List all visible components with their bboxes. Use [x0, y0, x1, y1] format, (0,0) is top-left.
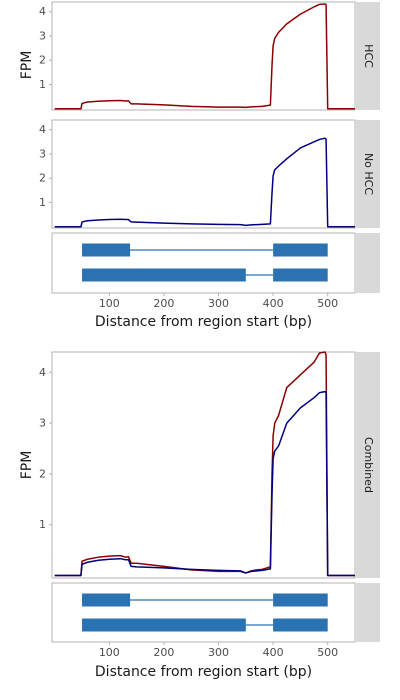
transcript	[82, 268, 328, 282]
y-axis-title: FPM	[19, 51, 35, 80]
facet-panel: 1 2 3 4 Combined	[39, 351, 380, 579]
exon-block	[273, 243, 328, 257]
gene-model-panel	[51, 582, 380, 643]
facet-strip-label: No HCC	[362, 153, 375, 195]
exon-block	[82, 593, 131, 607]
exon-block	[82, 618, 246, 632]
y-tick-label: 2	[39, 172, 46, 185]
exon-block	[273, 268, 328, 282]
transcript	[82, 243, 328, 257]
x-tick-label: 100	[99, 297, 120, 310]
y-tick-label: 1	[39, 78, 46, 91]
facet-strip-label: Combined	[362, 437, 375, 493]
exon-block	[273, 593, 328, 607]
facet-strip-label: HCC	[362, 44, 375, 68]
y-tick-label: 1	[39, 518, 46, 531]
y-tick-label: 2	[39, 54, 46, 67]
x-tick-label: 400	[263, 646, 284, 659]
facet-strip	[356, 2, 380, 110]
y-tick-label: 4	[39, 5, 46, 18]
coverage-line-no-hcc	[54, 390, 355, 577]
coverage-line-hcc	[54, 3, 355, 110]
exon-block	[82, 268, 246, 282]
y-tick-label: 3	[39, 147, 46, 160]
x-tick-label: 200	[153, 297, 174, 310]
x-tick-label: 500	[317, 646, 338, 659]
y-tick-label: 3	[39, 29, 46, 42]
plot-area	[51, 351, 356, 579]
gene-model-panel	[51, 232, 380, 294]
plot-area	[51, 1, 356, 111]
transcript	[82, 618, 328, 632]
x-tick-label: 400	[263, 297, 284, 310]
facet-panel: 1 2 3 4 No HCC	[39, 119, 380, 229]
exon-block	[273, 618, 328, 632]
facet-strip	[356, 120, 380, 228]
x-tick-label: 500	[317, 297, 338, 310]
y-tick-label: 1	[39, 196, 46, 209]
x-axis-title: Distance from region start (bp)	[95, 314, 312, 330]
exon-block	[82, 243, 131, 257]
gene-panel-strip	[356, 233, 380, 293]
transcript	[82, 593, 328, 607]
y-tick-label: 4	[39, 366, 46, 379]
facet-strip	[356, 352, 380, 578]
x-tick-label: 300	[208, 297, 229, 310]
facet-panel: 1 2 3 4 HCC	[39, 1, 380, 111]
coverage-line-no-hcc	[54, 137, 355, 228]
x-axis-title: Distance from region start (bp)	[95, 664, 312, 680]
chart-1: 1 2 3 4 HCC 1 2 3 4 No HCC 100 200 300 400 500 Distance…	[19, 1, 380, 330]
gene-panel-strip	[356, 583, 380, 642]
gene-panel-frame	[51, 232, 356, 294]
x-tick-label: 100	[99, 646, 120, 659]
chart-2: 1 2 3 4 Combined 100 200 300 400 500 Distance from…	[19, 351, 380, 680]
y-tick-label: 4	[39, 123, 46, 136]
y-axis-title: FPM	[19, 451, 35, 480]
y-tick-label: 3	[39, 417, 46, 430]
x-tick-label: 200	[153, 646, 174, 659]
y-tick-label: 2	[39, 467, 46, 480]
gene-panel-frame	[51, 582, 356, 643]
x-tick-label: 300	[208, 646, 229, 659]
plot-area	[51, 119, 356, 229]
